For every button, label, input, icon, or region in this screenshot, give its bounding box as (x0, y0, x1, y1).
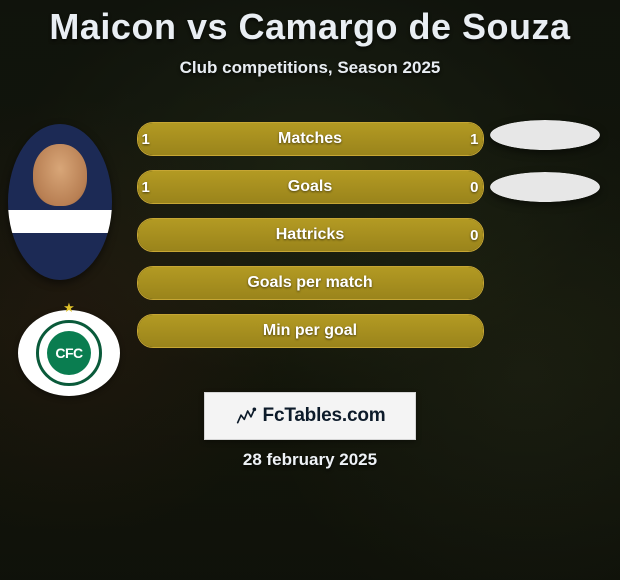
stat-row-min-per-goal: Min per goal (137, 314, 484, 348)
stat-label: Hattricks (138, 219, 483, 251)
stat-value-right: 0 (449, 219, 479, 251)
stats-list: 1 Matches 1 1 Goals 0 Hattricks 0 Goals … (0, 122, 620, 362)
fctables-logo-icon (235, 406, 257, 426)
stat-value-right (449, 315, 479, 347)
stat-label: Goals (138, 171, 483, 203)
stat-label: Goals per match (138, 267, 483, 299)
stat-value-right: 0 (449, 171, 479, 203)
stat-row-matches: 1 Matches 1 (137, 122, 484, 156)
comparison-card: Maicon vs Camargo de Souza Club competit… (0, 0, 620, 580)
stat-row-goals: 1 Goals 0 (137, 170, 484, 204)
stat-label: Matches (138, 123, 483, 155)
stat-value-right: 1 (449, 123, 479, 155)
page-title: Maicon vs Camargo de Souza (0, 0, 620, 48)
branding-label: FcTables.com (263, 405, 386, 427)
branding-badge: FcTables.com (204, 392, 416, 440)
stat-label: Min per goal (138, 315, 483, 347)
stat-row-hattricks: Hattricks 0 (137, 218, 484, 252)
date-label: 28 february 2025 (0, 450, 620, 470)
subtitle: Club competitions, Season 2025 (0, 58, 620, 78)
stat-value-right (449, 267, 479, 299)
stat-row-goals-per-match: Goals per match (137, 266, 484, 300)
